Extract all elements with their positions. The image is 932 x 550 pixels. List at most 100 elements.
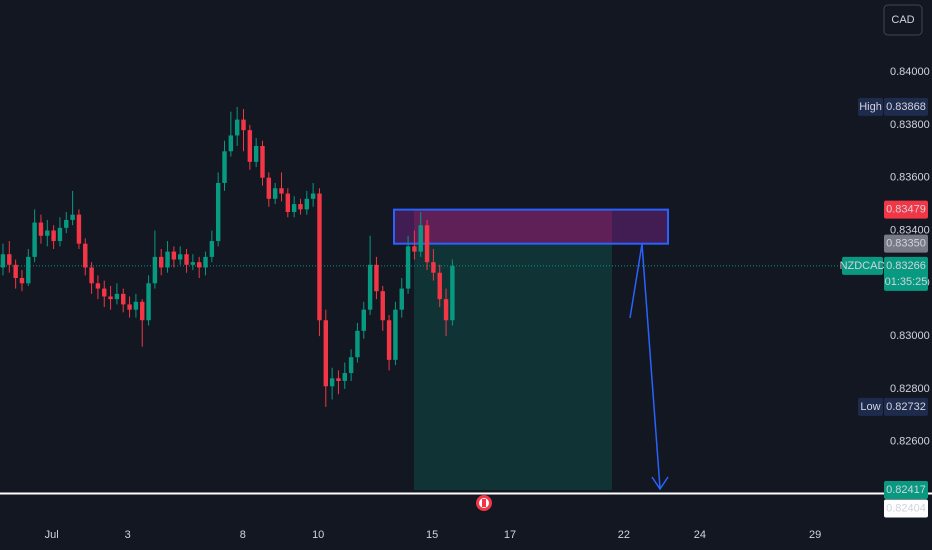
x-tick-label: 17: [504, 529, 516, 541]
candle-body: [146, 283, 151, 321]
candle-body: [355, 330, 360, 358]
candle-body: [165, 251, 170, 268]
y-tick-label: 0.84000: [890, 66, 930, 78]
candle-body: [89, 267, 94, 284]
x-tick-label: 24: [694, 529, 706, 541]
x-tick-label: 10: [312, 529, 324, 541]
candle-body: [348, 357, 354, 374]
candle-body: [298, 204, 303, 210]
stop-value-bg: [884, 200, 928, 219]
high-value: 0.83868: [886, 101, 926, 113]
plot: [0, 106, 932, 495]
high-tag: High: [859, 101, 882, 113]
candle-body: [95, 283, 101, 289]
candle-body: [317, 193, 322, 321]
candle-body: [310, 193, 316, 199]
candle-body: [374, 264, 379, 292]
candle-body: [171, 251, 177, 260]
candle-body: [386, 320, 392, 360]
candle-body: [399, 288, 404, 310]
candle-body: [83, 243, 88, 268]
candle-body: [393, 309, 398, 360]
line-value-bg: [884, 499, 928, 518]
high-value-bg: [884, 97, 928, 116]
currency[interactable]: CAD: [891, 14, 914, 26]
y-tick-label: 0.83400: [890, 224, 930, 236]
candle-body: [133, 301, 139, 310]
supply-zone: [393, 208, 669, 245]
candle-body: [424, 225, 430, 263]
event-flag: [482, 499, 486, 507]
x-tick-label: 15: [426, 529, 438, 541]
candle-body: [260, 146, 265, 178]
target-value-bg: [884, 481, 928, 500]
candle-body: [437, 272, 442, 300]
candle-body: [304, 198, 310, 210]
candle-body: [140, 301, 145, 321]
x-tick-label: 8: [240, 529, 246, 541]
candle-body: [7, 254, 12, 265]
last-price-bg: [884, 256, 928, 291]
candle-body: [159, 256, 164, 268]
arrow: [629, 243, 661, 489]
candle-body: [323, 320, 329, 387]
candle-body: [342, 373, 347, 381]
candle-body: [114, 293, 120, 300]
arrow-head: [651, 476, 669, 491]
candle-body: [443, 299, 449, 321]
high-tag-bg: [858, 97, 883, 116]
stop-value: 0.83479: [886, 204, 926, 216]
target-value: 0.82417: [886, 484, 926, 496]
target-zone: [414, 243, 612, 491]
candle-body: [102, 288, 107, 297]
candle-body: [222, 151, 227, 183]
candle-body: [279, 188, 284, 194]
candle-body: [450, 265, 455, 321]
candle-body: [0, 254, 6, 268]
candle-body: [329, 378, 335, 387]
last-price: 0.83266: [886, 260, 926, 272]
candle-body: [291, 204, 297, 213]
candle-body: [241, 119, 246, 131]
candle-body: [234, 119, 240, 136]
candle-body: [57, 227, 63, 242]
candle-body: [405, 246, 411, 289]
x-tick-label: 3: [125, 529, 131, 541]
candle-body: [412, 246, 417, 252]
candle-body: [209, 241, 215, 257]
candle-body: [121, 293, 126, 305]
candle-body: [203, 256, 208, 268]
candle-body: [272, 188, 278, 199]
candle-body: [380, 291, 385, 321]
low-tag: Low: [860, 401, 880, 413]
candle-body: [45, 230, 50, 236]
low-tag-bg: [858, 397, 883, 416]
stop-zone: [414, 209, 612, 244]
low-value: 0.82732: [886, 401, 926, 413]
candle-body: [32, 222, 37, 257]
candle-body: [285, 193, 291, 213]
entry-value-bg: [884, 234, 928, 253]
candle-body: [184, 254, 189, 265]
candle-body: [38, 222, 44, 236]
x-tick-label: 29: [809, 529, 821, 541]
candle-body: [367, 264, 373, 310]
candle-body: [196, 262, 202, 268]
candle-body: [431, 262, 436, 273]
currency-button[interactable]: [883, 4, 923, 36]
x-tick-label: 22: [618, 529, 630, 541]
candle-body: [51, 230, 56, 242]
candle-body: [152, 256, 158, 284]
candle-body: [190, 262, 196, 265]
symbol-tag-bg: [842, 256, 883, 275]
candle-body: [418, 225, 423, 252]
x-tick-label: Jul: [45, 529, 59, 541]
candle-body: [70, 214, 75, 220]
candle-body: [19, 278, 25, 284]
candle-body: [266, 177, 272, 199]
candle-body: [228, 135, 234, 152]
candle-body: [13, 264, 18, 279]
symbol-tag: NZDCAD: [840, 260, 886, 272]
candle-body: [361, 309, 366, 331]
